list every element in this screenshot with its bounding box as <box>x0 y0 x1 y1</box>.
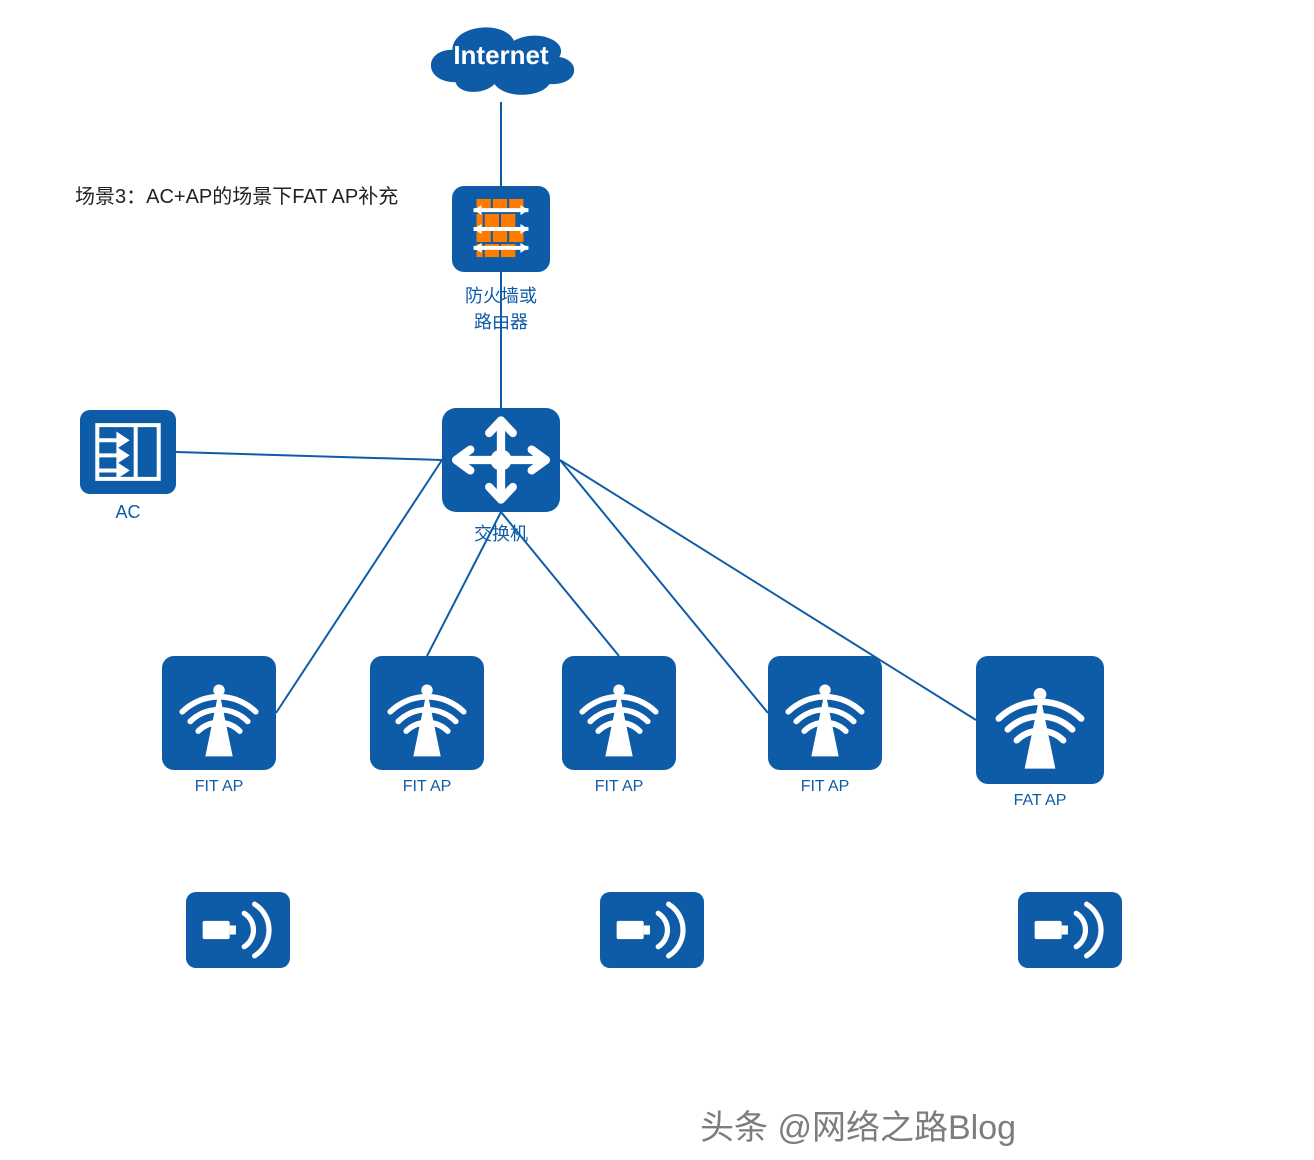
label-switch: 交换机 <box>412 520 590 546</box>
node-firewall <box>452 186 550 272</box>
svg-text:Internet: Internet <box>453 40 549 70</box>
node-internet: Internet <box>420 12 582 102</box>
node-fatap <box>976 656 1104 784</box>
node-fitap4 <box>768 656 882 770</box>
node-switch <box>442 408 560 512</box>
node-fitap1 <box>162 656 276 770</box>
diagram-canvas <box>0 0 1314 1160</box>
label-fitap1: FIT AP <box>132 778 306 796</box>
node-fitap3 <box>562 656 676 770</box>
edge-switch-ac <box>176 452 442 460</box>
watermark: 头条 @网络之路Blog <box>700 1100 1016 1149</box>
label-fitap3: FIT AP <box>532 778 706 796</box>
node-cam3 <box>1018 892 1122 968</box>
label-firewall: 防火墙或 路由器 <box>422 282 580 334</box>
node-cam1 <box>186 892 290 968</box>
label-ac: AC <box>50 502 206 523</box>
node-fitap2 <box>370 656 484 770</box>
label-fatap: FAT AP <box>946 792 1134 810</box>
node-cam2 <box>600 892 704 968</box>
node-ac <box>80 410 176 494</box>
label-fitap4: FIT AP <box>738 778 912 796</box>
diagram-title: 场景3：AC+AP的场景下FAT AP补充 <box>75 180 398 209</box>
label-fitap2: FIT AP <box>340 778 514 796</box>
